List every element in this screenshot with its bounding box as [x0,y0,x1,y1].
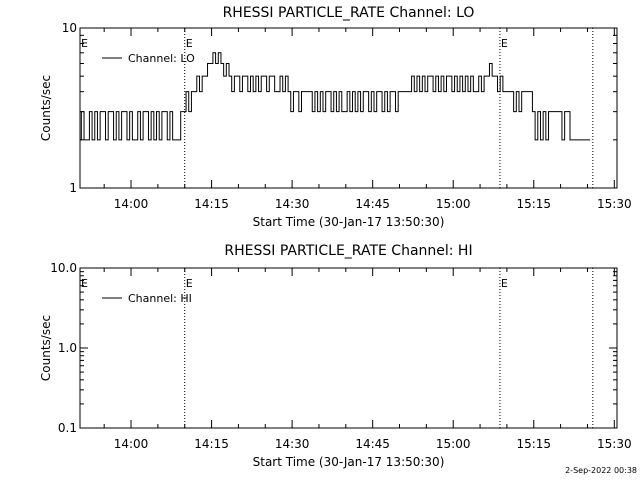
x-tick-label: 14:15 [194,197,229,211]
panel-lo: RHESSI PARTICLE_RATE Channel: LO Start Ti… [39,5,632,229]
x-tick-label: 14:45 [355,437,390,451]
x-axis-label: Start Time (30-Jan-17 13:50:30) [253,455,445,469]
left-edge-label: E [81,37,88,50]
y-axis-label: Counts/sec [39,75,53,141]
y-axis-label: Counts/sec [39,315,53,381]
y-tick-label: 10.0 [50,261,77,275]
x-tick-label: 14:00 [114,437,149,451]
y-tick-label: 0.1 [58,421,77,435]
series-line [80,52,591,141]
event-line-label: E [501,277,508,290]
x-tick-label: 15:00 [436,437,471,451]
x-tick-label: 14:45 [355,197,390,211]
x-tick-label: 15:30 [597,437,632,451]
legend-label: Channel: HI [128,292,192,305]
event-line-label: E [186,277,193,290]
x-tick-label: 14:30 [275,197,310,211]
legend-label: Channel: LO [128,52,195,65]
event-line-label: E [186,37,193,50]
y-tick-label: 1.0 [58,341,77,355]
chart-title: RHESSI PARTICLE_RATE Channel: LO [223,5,475,21]
left-edge-label: E [81,277,88,290]
plot-frame [79,27,618,189]
x-tick-label: 14:15 [194,437,229,451]
x-axis-label: Start Time (30-Jan-17 13:50:30) [253,215,445,229]
x-tick-label: 14:30 [275,437,310,451]
x-tick-label: 15:15 [516,197,551,211]
panel-hi: RHESSI PARTICLE_RATE Channel: HI Start Ti… [39,243,632,469]
chart-title: RHESSI PARTICLE_RATE Channel: HI [224,243,472,259]
x-tick-label: 14:00 [114,197,149,211]
footer-timestamp: 2-Sep-2022 00:38 [565,466,637,475]
x-tick-label: 15:00 [436,197,471,211]
y-tick-label: 10 [62,21,77,35]
y-tick-label: 1 [69,181,77,195]
event-line-label: E [501,37,508,50]
x-tick-label: 15:15 [516,437,551,451]
x-tick-label: 15:30 [597,197,632,211]
